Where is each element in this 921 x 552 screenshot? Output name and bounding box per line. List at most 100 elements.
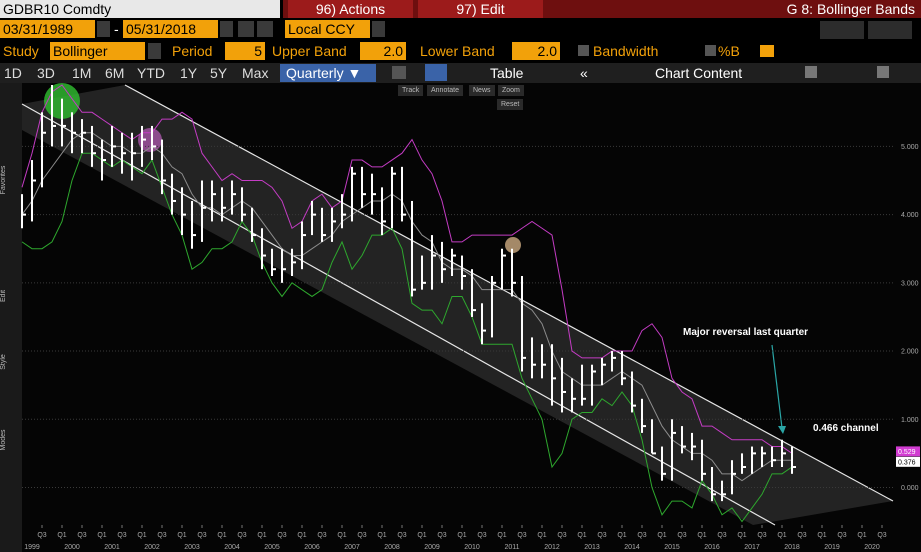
x-tick-label: Q1 [537, 532, 546, 539]
table-button[interactable]: Table [490, 65, 524, 81]
x-tick-label: Q3 [237, 532, 246, 539]
annotation: Major reversal last quarter [683, 327, 808, 338]
range-button[interactable]: YTD [137, 65, 165, 81]
x-tick-label: Q3 [437, 532, 446, 539]
frequency-button[interactable]: Quarterly ▼ [280, 64, 376, 82]
x-tick-label: Q3 [477, 532, 486, 539]
chart-tool[interactable]: News [469, 85, 495, 96]
chart-tool[interactable]: Reset [497, 99, 524, 110]
range-button[interactable]: 1Y [180, 65, 198, 81]
range-button[interactable]: 5Y [210, 65, 228, 81]
year-label: 2012 [544, 544, 560, 551]
year-label: 2013 [584, 544, 600, 551]
edit-icon[interactable] [805, 66, 817, 78]
x-tick-label: Q1 [337, 532, 346, 539]
x-tick-label: Q1 [817, 532, 826, 539]
lower-label: Lower Band [420, 43, 495, 59]
settings-icon[interactable] [425, 64, 447, 81]
channel-shade [22, 85, 893, 525]
undo-button[interactable] [820, 21, 864, 39]
end-date[interactable]: 05/31/2018 [123, 20, 218, 38]
dropdown[interactable] [372, 21, 385, 37]
edit-button[interactable]: 97) Edit [418, 0, 543, 18]
year-label: 2007 [344, 544, 360, 551]
prev-button[interactable] [238, 21, 254, 37]
chart-tool[interactable]: Annotate [427, 85, 464, 96]
arrow [771, 344, 783, 429]
period-label: Period [172, 43, 213, 59]
range-button[interactable]: 6M [105, 65, 125, 81]
toolbar [0, 63, 921, 83]
y-tick-label: 1.000 [901, 417, 919, 424]
study-label: Study [3, 43, 39, 59]
upper-label: Upper Band [272, 43, 347, 59]
study-field[interactable]: Bollinger [50, 42, 145, 60]
x-tick-label: Q3 [397, 532, 406, 539]
x-tick-label: Q3 [317, 532, 326, 539]
year-label: 2000 [64, 544, 80, 551]
x-tick-label: Q1 [97, 532, 106, 539]
bandwidth-label: Bandwidth [593, 43, 659, 59]
last-value-box [896, 446, 920, 457]
x-tick-label: Q1 [737, 532, 746, 539]
x-tick-label: Q3 [877, 532, 886, 539]
side-toolbar [0, 83, 22, 552]
chart-icon[interactable] [392, 66, 406, 79]
x-tick-label: Q1 [257, 532, 266, 539]
year-label: 2004 [224, 544, 240, 551]
calendar-icon[interactable] [97, 21, 110, 37]
year-label: 2001 [104, 544, 120, 551]
x-tick-label: Q1 [177, 532, 186, 539]
x-tick-label: Q1 [137, 532, 146, 539]
upper-field[interactable]: 2.0 [360, 42, 406, 60]
chart-tool[interactable]: Zoom [498, 85, 524, 96]
x-tick-label: Q3 [717, 532, 726, 539]
x-tick-label: Q3 [837, 532, 846, 539]
y-tick-label: 2.000 [901, 349, 919, 356]
band-line [21, 152, 793, 523]
redo-button[interactable] [868, 21, 912, 39]
year-label: 2010 [464, 544, 480, 551]
checkbox[interactable] [705, 45, 716, 56]
actions-button[interactable]: 96) Actions [288, 0, 413, 18]
collapse-button[interactable]: « [580, 65, 588, 81]
gear-icon[interactable] [877, 66, 889, 78]
x-tick-label: Q1 [217, 532, 226, 539]
period-field[interactable]: 5 [225, 42, 265, 60]
x-tick-label: Q1 [577, 532, 586, 539]
last-value-label: 0.376 [898, 459, 916, 466]
year-label: 2020 [864, 544, 880, 551]
range-button[interactable]: Max [242, 65, 269, 81]
last-value-box [896, 456, 920, 467]
currency-field[interactable]: Local CCY [285, 20, 370, 38]
side-tab: Edit [0, 290, 7, 302]
year-label: 2015 [664, 544, 680, 551]
security-field[interactable]: GDBR10 Comdty [0, 0, 280, 18]
x-tick-label: Q1 [617, 532, 626, 539]
side-tab: Style [0, 354, 7, 370]
dropdown[interactable] [148, 43, 161, 59]
range-button[interactable]: 3D [37, 65, 55, 81]
range-button[interactable]: 1M [72, 65, 92, 81]
x-tick-label: Q1 [497, 532, 506, 539]
x-tick-label: Q3 [797, 532, 806, 539]
calendar-icon[interactable] [220, 21, 233, 37]
checkbox[interactable] [578, 45, 589, 56]
start-date[interactable]: 03/31/1989 [0, 20, 95, 38]
x-tick-label: Q3 [37, 532, 46, 539]
y-tick-label: 5.000 [901, 144, 919, 151]
year-label: 2005 [264, 544, 280, 551]
x-tick-label: Q3 [517, 532, 526, 539]
chart-tool[interactable]: Track [398, 85, 424, 96]
y-tick-label: 0.000 [901, 485, 919, 492]
year-label: 2006 [304, 544, 320, 551]
x-tick-label: Q1 [297, 532, 306, 539]
next-button[interactable] [257, 21, 273, 37]
range-button[interactable]: 1D [4, 65, 22, 81]
x-tick-label: Q1 [777, 532, 786, 539]
pencil-icon[interactable] [760, 45, 774, 57]
lower-field[interactable]: 2.0 [512, 42, 560, 60]
chart-content-button[interactable]: Chart Content [655, 65, 743, 81]
